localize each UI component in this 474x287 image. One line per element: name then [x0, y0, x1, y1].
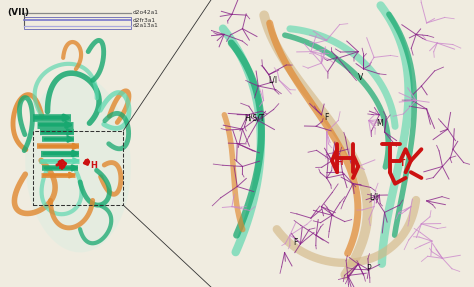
Text: d2fr3a1: d2fr3a1: [133, 18, 156, 23]
Text: L/I: L/I: [268, 76, 277, 85]
Text: P: P: [366, 264, 371, 273]
Text: H: H: [337, 158, 343, 167]
Text: H: H: [91, 160, 97, 170]
Ellipse shape: [25, 75, 131, 253]
Text: d2a13a1: d2a13a1: [133, 23, 159, 28]
Text: d2o42a1: d2o42a1: [133, 10, 159, 15]
Text: (VII): (VII): [8, 8, 29, 18]
Bar: [33, 131, 123, 205]
Text: H/S/T: H/S/T: [244, 113, 264, 122]
Text: M: M: [376, 119, 383, 128]
Text: V: V: [358, 73, 364, 82]
Text: L/I: L/I: [369, 192, 379, 201]
Bar: [24, 17, 131, 29]
Text: T: T: [400, 159, 406, 168]
Text: T: T: [59, 163, 65, 172]
Text: F: F: [325, 113, 329, 122]
Text: F: F: [293, 238, 297, 247]
